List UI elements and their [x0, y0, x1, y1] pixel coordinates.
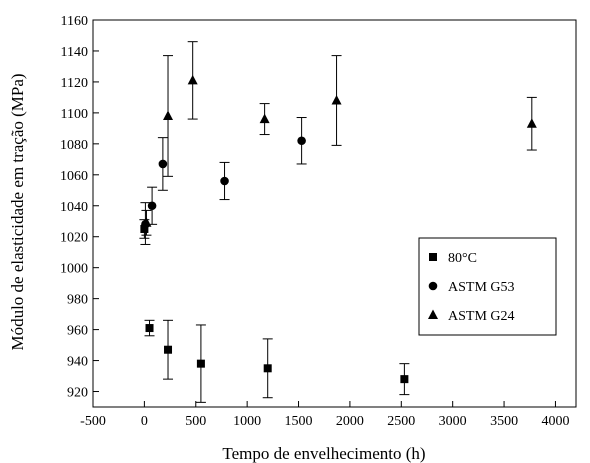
data-point — [259, 113, 270, 124]
y-tick-label: 1040 — [60, 200, 88, 215]
y-tick-label: 1060 — [60, 169, 88, 184]
data-point — [140, 224, 149, 233]
data-point — [147, 201, 157, 211]
x-tick-label: 500 — [185, 414, 206, 429]
data-point — [331, 94, 342, 105]
x-tick-label: 0 — [141, 414, 148, 429]
legend-label: ASTM G53 — [448, 280, 515, 295]
data-point — [196, 359, 205, 368]
y-tick-label: 940 — [67, 355, 88, 370]
y-tick-label: 1080 — [60, 138, 88, 153]
x-tick-label: 1500 — [285, 414, 313, 429]
data-point — [145, 324, 154, 333]
x-axis-label: Tempo de envelhecimento (h) — [222, 444, 425, 463]
y-tick-label: 1000 — [60, 262, 88, 277]
series-3 — [141, 41, 537, 236]
y-tick-label: 920 — [67, 386, 88, 401]
data-point — [158, 159, 168, 169]
data-point — [187, 74, 198, 85]
y-tick-label: 960 — [67, 324, 88, 339]
series-2 — [140, 117, 307, 245]
legend-marker — [428, 281, 438, 291]
data-point — [163, 110, 174, 120]
plot-frame — [92, 19, 577, 408]
series-1 — [139, 219, 410, 403]
x-tick-label: 4000 — [541, 414, 569, 429]
data-marks — [139, 41, 537, 403]
data-point — [263, 364, 272, 373]
legend: 80°C ASTM G53 ASTM G24 — [418, 237, 557, 336]
data-point — [297, 136, 306, 146]
y-tick-label: 1100 — [61, 107, 88, 122]
legend-box — [418, 237, 557, 336]
data-point — [220, 176, 229, 186]
x-tick-label: 3000 — [439, 414, 467, 429]
data-point — [400, 375, 409, 384]
y-tick-label: 1120 — [61, 76, 88, 91]
y-tick-label: 1020 — [60, 231, 88, 246]
y-tick-label: 1160 — [61, 14, 88, 29]
x-tick-label: 2500 — [387, 414, 415, 429]
y-tick-label: 1140 — [61, 45, 88, 60]
data-point — [141, 217, 152, 227]
legend-label: 80°C — [448, 251, 477, 266]
legend-marker — [429, 253, 437, 261]
legend-label: ASTM G24 — [448, 309, 515, 324]
x-tick-label: -500 — [80, 414, 106, 429]
x-tick-label: 2000 — [336, 414, 364, 429]
x-tick-label: 1000 — [233, 414, 261, 429]
axes: -500 0 500 1000 1500 2000 2500 3000 3500 4000 920 9… — [60, 14, 577, 429]
data-point — [164, 345, 173, 354]
legend-marker — [428, 309, 438, 319]
data-point — [526, 118, 537, 128]
x-tick-label: 3500 — [490, 414, 518, 429]
y-axis-label: Módulo de elasticidade em tração (MPa) — [8, 73, 27, 350]
y-tick-label: 980 — [67, 293, 88, 308]
